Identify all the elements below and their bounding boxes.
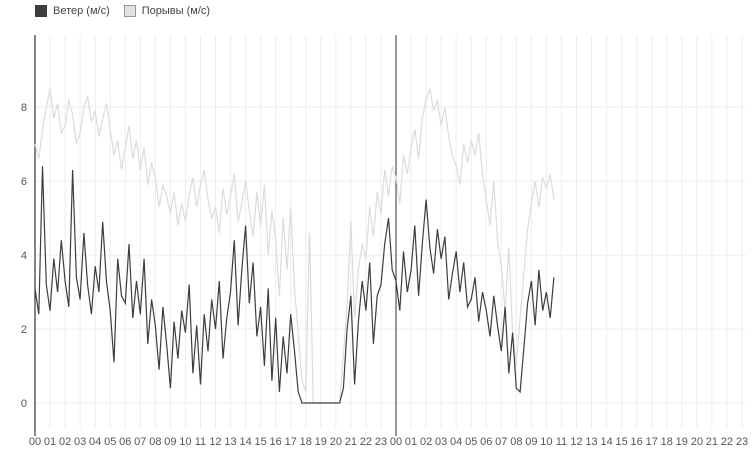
gusts-legend-label: Порывы (м/с) [141,5,211,17]
x-axis-tick-label: 21 [345,436,357,448]
x-axis-tick-label: 23 [375,436,387,448]
x-axis-tick-label: 20 [691,436,703,448]
x-axis-tick-label: 03 [74,436,86,448]
x-axis-tick-label: 16 [270,436,282,448]
x-axis-tick-label: 12 [209,436,221,448]
x-axis-tick-label: 17 [285,436,297,448]
x-axis-tick-label: 18 [300,436,312,448]
wind-legend-swatch-icon [35,5,47,17]
x-axis-tick-label: 19 [315,436,327,448]
x-axis-tick-label: 02 [59,436,71,448]
x-axis-tick-label: 11 [195,436,206,448]
x-axis-tick-label: 08 [510,436,522,448]
y-axis-tick-label: 8 [21,102,27,114]
x-axis-tick-label: 01 [44,436,56,448]
x-axis-tick-label: 06 [480,436,492,448]
gusts-series-line [34,88,555,404]
x-axis-tick-label: 12 [570,436,582,448]
x-axis-tick-label: 13 [224,436,236,448]
legend-item-gusts[interactable]: Порывы (м/с) [123,3,211,19]
x-axis-tick-label: 14 [600,436,612,448]
x-axis-tick-label: 18 [661,436,673,448]
x-axis-tick-label: 09 [525,436,537,448]
legend-item-wind[interactable]: Ветер (м/с) [35,3,110,19]
x-axis-tick-label: 07 [134,436,146,448]
gusts-legend-swatch-icon [123,5,136,17]
x-axis-tick-label: 21 [706,436,718,448]
x-axis-tick-label: 22 [360,436,372,448]
y-axis-tick-label: 6 [21,176,27,188]
x-axis-tick-label: 10 [540,436,552,448]
x-axis-tick-label: 13 [585,436,597,448]
x-axis-tick-label: 15 [616,436,628,448]
x-axis-tick-label: 00 [29,436,41,448]
x-axis-tick-label: 10 [179,436,191,448]
y-axis-tick-label: 4 [21,250,27,262]
x-axis-tick-label: 05 [104,436,116,448]
x-axis-tick-label: 08 [149,436,161,448]
wind-legend-label: Ветер (м/с) [53,5,110,17]
chart-legend: Ветер (м/с) Порывы (м/с) [35,3,224,19]
x-axis-tick-label: 02 [420,436,432,448]
x-axis-tick-label: 22 [721,436,733,448]
x-axis-tick-label: 16 [631,436,643,448]
x-axis-tick-label: 04 [450,436,462,448]
x-axis-tick-label: 11 [556,436,567,448]
x-axis-tick-label: 07 [495,436,507,448]
x-axis-tick-label: 15 [255,436,267,448]
x-axis-tick-label: 09 [164,436,176,448]
x-axis-tick-label: 14 [239,436,251,448]
x-axis-tick-label: 20 [330,436,342,448]
x-axis-tick-label: 04 [89,436,101,448]
y-axis-tick-label: 2 [21,324,27,336]
x-axis-tick-label: 17 [646,436,658,448]
x-axis-tick-label: 05 [465,436,477,448]
x-axis-tick-label: 01 [405,436,417,448]
x-axis-tick-label: 19 [676,436,688,448]
x-axis-tick-label: 23 [736,436,748,448]
x-axis-tick-label: 06 [119,436,131,448]
x-axis-tick-label: 00 [390,436,402,448]
x-axis-tick-label: 03 [435,436,447,448]
wind-series-line [34,166,555,404]
y-axis-tick-label: 0 [21,398,27,410]
